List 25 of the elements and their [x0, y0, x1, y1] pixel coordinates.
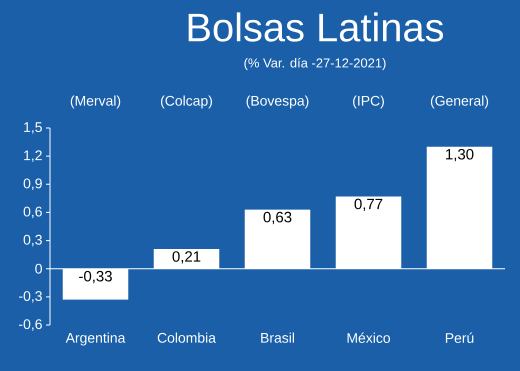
data-label: 0,77: [354, 198, 382, 212]
text: (Colcap): [161, 95, 212, 108]
y-tick-label: 0,3: [24, 234, 42, 246]
y-tick-label: 0,9: [24, 178, 42, 190]
x-tick-label: México: [348, 332, 390, 343]
y-tick-label: 1,2: [24, 150, 42, 162]
data-label: 0,63: [264, 212, 292, 224]
data-label: -0,33: [79, 270, 112, 284]
chart-title: Bolsas Latinas: [188, 12, 444, 42]
y-tick-label: 1,5: [24, 122, 42, 134]
text: (Merval): [70, 95, 120, 108]
data-label: 0,21: [172, 251, 200, 264]
y-tick-label: 0: [35, 264, 42, 274]
x-tick-label: Argentina: [66, 332, 126, 346]
text: (Bovespa): [246, 95, 308, 108]
x-tick-label: Perú: [446, 332, 474, 343]
chart-subtitle: (% Var. día -27-12-2021): [244, 58, 386, 70]
y-tick-label: 0,6: [24, 206, 42, 218]
text: (IPC): [353, 95, 384, 108]
y-tick-label: -0,3: [19, 291, 42, 303]
x-tick-label: Brasil: [261, 332, 294, 343]
text: (General): [430, 95, 488, 108]
y-tick-label: -0,6: [19, 319, 42, 331]
x-tick-label: Colombia: [158, 332, 216, 343]
data-label: 1,30: [446, 148, 474, 162]
